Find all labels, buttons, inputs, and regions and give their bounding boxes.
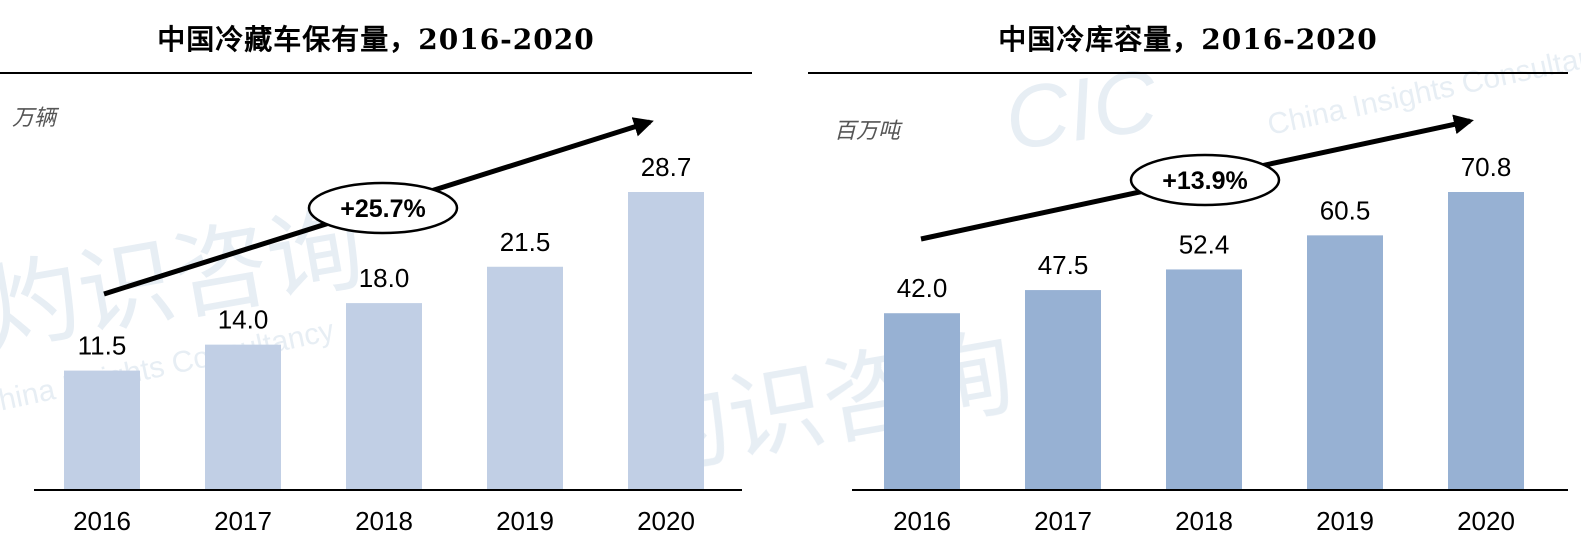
data-label-2018: 52.4 — [1179, 229, 1230, 259]
x-tick-2017: 2017 — [1034, 506, 1092, 536]
watermark-brand: CIC — [999, 49, 1164, 168]
x-tick-2017: 2017 — [214, 506, 272, 536]
x-tick-2018: 2018 — [355, 506, 413, 536]
data-label-2018: 18.0 — [359, 263, 410, 293]
data-label-2016: 42.0 — [897, 273, 948, 303]
right-chart-panel: 中国冷库容量，2016-2020 百万吨 42.0 2016 47.5 2017 52.4… — [808, 0, 1568, 547]
bar-2017 — [205, 344, 281, 490]
bar-2016 — [884, 313, 960, 490]
x-tick-2016: 2016 — [73, 506, 131, 536]
data-label-2016: 11.5 — [78, 331, 127, 361]
bar-2020 — [1448, 192, 1524, 490]
left-chart-panel: 中国冷藏车保有量，2016-2020 万辆 11.5 2016 14.0 2017 18.… — [0, 0, 752, 547]
x-tick-2020: 2020 — [1457, 506, 1515, 536]
data-label-2020: 70.8 — [1461, 152, 1512, 182]
unit-label: 万辆 — [12, 106, 60, 131]
vehicle-chart: 万辆 11.5 2016 14.0 2017 18.0 2018 21.5 2019 28.7 20… — [0, 72, 752, 536]
chart-title: 中国冷库容量，2016-2020 — [998, 23, 1378, 56]
storage-chart: 百万吨 42.0 2016 47.5 2017 52.4 2018 60.5 2019 70.8 2… — [808, 72, 1568, 536]
data-label-2017: 14.0 — [218, 305, 269, 335]
cagr-label: +25.7% — [340, 195, 426, 223]
bar-2018 — [346, 303, 422, 490]
data-label-2017: 47.5 — [1038, 250, 1089, 280]
data-label-2019: 21.5 — [500, 227, 551, 257]
bar-2019 — [487, 266, 563, 490]
x-tick-2019: 2019 — [1316, 506, 1374, 536]
cagr-ellipse — [307, 181, 459, 235]
bar-2019 — [1307, 235, 1383, 490]
data-label-2019: 60.5 — [1320, 195, 1371, 225]
unit-label: 百万吨 — [834, 119, 903, 144]
bar-2017 — [1025, 290, 1101, 490]
bar-2020 — [628, 192, 704, 490]
cagr-label: +13.9% — [1162, 167, 1248, 195]
x-tick-2020: 2020 — [637, 506, 695, 536]
x-tick-2016: 2016 — [893, 506, 951, 536]
bar-2018 — [1166, 269, 1242, 490]
data-label-2020: 28.7 — [641, 152, 692, 182]
cagr-ellipse — [1129, 153, 1281, 207]
x-tick-2018: 2018 — [1175, 506, 1233, 536]
chart-title: 中国冷藏车保有量，2016-2020 — [157, 23, 595, 56]
x-tick-2019: 2019 — [496, 506, 554, 536]
bar-2016 — [64, 370, 140, 490]
